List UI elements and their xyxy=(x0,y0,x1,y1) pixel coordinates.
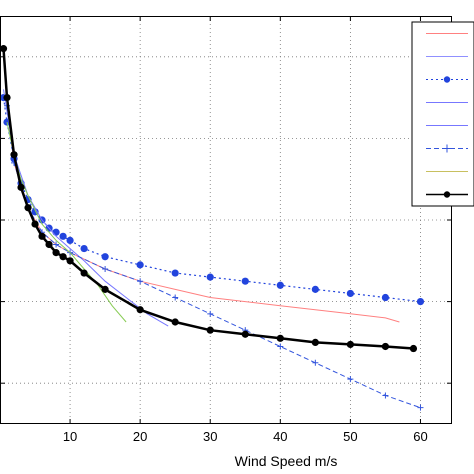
data-point xyxy=(80,244,88,253)
data-point xyxy=(206,273,214,281)
data-point xyxy=(346,289,354,298)
data-point xyxy=(207,310,214,317)
data-point xyxy=(66,236,74,244)
x-tick-label: 50 xyxy=(343,429,357,444)
data-point xyxy=(311,285,319,293)
data-point xyxy=(206,326,214,334)
x-tick-label: 60 xyxy=(413,429,427,444)
data-point xyxy=(45,240,53,249)
x-tick-label: 20 xyxy=(133,429,147,444)
data-point xyxy=(80,269,88,277)
data-point xyxy=(311,338,319,346)
series-line xyxy=(2,97,421,303)
series-line xyxy=(2,48,414,350)
series-0 xyxy=(6,105,400,323)
legend-swatch-marker xyxy=(443,76,451,83)
data-point xyxy=(24,204,32,212)
data-point xyxy=(59,253,67,261)
legend-entry xyxy=(426,76,468,83)
legend-swatch-marker xyxy=(443,144,451,153)
data-point xyxy=(276,334,284,342)
data-point xyxy=(137,278,144,285)
data-point xyxy=(381,293,390,302)
data-point xyxy=(3,94,11,102)
data-point xyxy=(31,220,39,228)
x-axis-label: Wind Speed m/s xyxy=(235,453,338,469)
data-point xyxy=(347,376,354,383)
data-point xyxy=(312,359,319,366)
data-point xyxy=(0,45,8,53)
data-point xyxy=(53,241,60,248)
legend-swatch-marker xyxy=(443,191,451,198)
data-point xyxy=(241,277,249,285)
data-point xyxy=(66,257,74,265)
x-tick-label: 30 xyxy=(203,429,217,444)
legend-entry xyxy=(426,191,468,198)
legend-entry xyxy=(426,144,468,153)
data-point xyxy=(171,269,179,277)
data-point xyxy=(409,344,418,353)
ticks: 10 20 30 40 50 60 xyxy=(0,16,452,444)
series-line xyxy=(6,105,400,323)
data-point xyxy=(346,340,354,349)
data-point xyxy=(276,281,284,289)
data-point xyxy=(59,232,67,240)
x-tick-label: 10 xyxy=(63,429,77,444)
data-point xyxy=(277,343,284,350)
data-point xyxy=(171,318,179,326)
grid xyxy=(0,16,452,424)
series-2 xyxy=(3,89,169,327)
series-line xyxy=(3,89,169,327)
data-point xyxy=(136,261,144,269)
legend-box xyxy=(411,21,474,207)
data-point xyxy=(382,392,389,399)
data-point xyxy=(101,285,109,293)
data-point xyxy=(38,232,46,240)
data-point xyxy=(52,228,60,236)
data-point xyxy=(52,249,60,257)
x-tick-label: 40 xyxy=(273,429,287,444)
data-point xyxy=(10,151,18,159)
data-point xyxy=(381,342,390,351)
data-point xyxy=(416,298,425,306)
series-layer xyxy=(0,45,425,411)
data-point xyxy=(17,183,25,191)
data-point xyxy=(241,330,249,338)
data-point xyxy=(102,265,109,272)
data-point xyxy=(101,253,109,261)
data-point xyxy=(136,306,144,314)
legend xyxy=(411,21,474,207)
data-point xyxy=(417,404,424,411)
series-5 xyxy=(0,45,418,353)
data-point xyxy=(172,294,179,301)
